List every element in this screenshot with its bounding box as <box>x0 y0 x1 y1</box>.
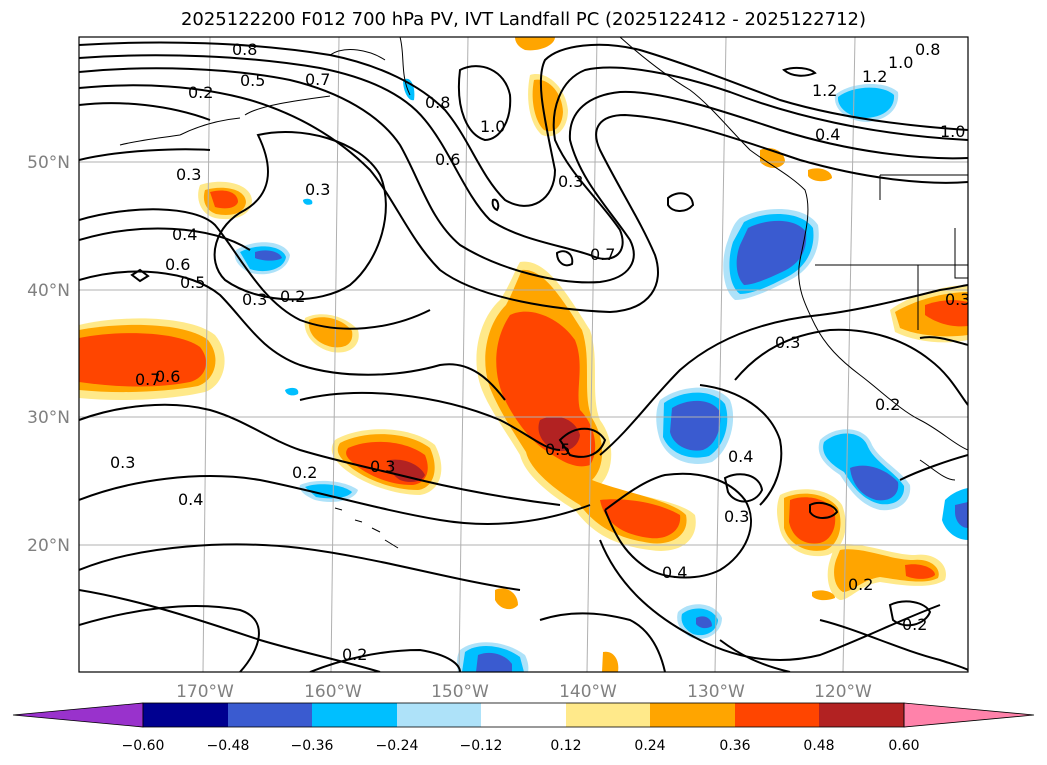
lon-label: 160°W <box>304 682 362 702</box>
colorbar-segment <box>143 703 228 727</box>
latitude-labels: 50°N 40°N 30°N 20°N <box>27 153 70 556</box>
colorbar-extend-min <box>12 702 144 728</box>
lat-label: 30°N <box>27 408 70 428</box>
contour-label: 0.3 <box>305 180 330 199</box>
contour-label: 0.6 <box>155 367 180 386</box>
colorbar-segment <box>650 703 735 727</box>
contour-label: 0.4 <box>178 490 203 509</box>
pv-contours <box>79 41 968 672</box>
lat-label: 20°N <box>27 536 70 556</box>
lon-label: 130°W <box>687 682 745 702</box>
contour-label: 0.6 <box>165 255 190 274</box>
pv-anomaly-shading <box>79 37 968 672</box>
contour-label: 0.5 <box>240 71 265 90</box>
contour-label: 0.3 <box>176 165 201 184</box>
map-frame <box>78 36 969 673</box>
contour-label: 0.2 <box>292 463 317 482</box>
lon-label: 170°W <box>176 682 234 702</box>
lon-label: 140°W <box>559 682 617 702</box>
contour-label: 0.4 <box>662 563 687 582</box>
colorbar-tick-label: 0.24 <box>634 738 665 754</box>
contour-label: 0.2 <box>875 395 900 414</box>
contour-label: 0.2 <box>848 575 873 594</box>
colorbar-tick-label: 0.12 <box>550 738 581 754</box>
contour-label: 0.2 <box>280 287 305 306</box>
colorbar-tick-label: −0.60 <box>122 738 165 754</box>
contour-label: 1.0 <box>480 117 505 136</box>
contour-label: 0.8 <box>425 93 450 112</box>
contour-label: 1.2 <box>862 67 887 86</box>
contour-label: 0.7 <box>135 370 160 389</box>
map-panel: 0.8 0.5 0.7 0.2 0.8 0.6 1.0 0.3 0.3 0.4 … <box>79 37 970 672</box>
colorbar: −0.60 −0.48 −0.36 −0.24 −0.12 0.12 0.24 … <box>12 702 1035 754</box>
contour-labels: 0.8 0.5 0.7 0.2 0.8 0.6 1.0 0.3 0.3 0.4 … <box>110 40 970 664</box>
colorbar-extend-max <box>903 702 1035 728</box>
colorbar-tick-label: 0.60 <box>888 738 919 754</box>
contour-label: 0.8 <box>232 40 257 59</box>
plot-title: 2025122200 F012 700 hPa PV, IVT Landfall… <box>180 9 867 30</box>
colorbar-segment <box>819 703 904 727</box>
colorbar-tick-label: 0.36 <box>719 738 750 754</box>
contour-label: 0.7 <box>590 245 615 264</box>
contour-label: 0.3 <box>242 290 267 309</box>
colorbar-segment <box>228 703 312 727</box>
lat-label: 40°N <box>27 281 70 301</box>
colorbar-tick-label: −0.36 <box>291 738 334 754</box>
contour-label: 0.3 <box>724 507 749 526</box>
contour-label: 0.4 <box>815 125 840 144</box>
lon-label: 150°W <box>431 682 489 702</box>
contour-label: 0.3 <box>370 457 395 476</box>
contour-label: 0.3 <box>775 333 800 352</box>
contour-label: 0.2 <box>342 645 367 664</box>
colorbar-segment <box>397 703 481 727</box>
contour-label: 0.2 <box>188 83 213 102</box>
contour-label: 0.6 <box>435 150 460 169</box>
contour-label: 0.8 <box>915 40 940 59</box>
colorbar-tick-label: 0.48 <box>803 738 834 754</box>
contour-label: 0.4 <box>728 447 753 466</box>
colorbar-segment <box>312 703 397 727</box>
contour-label: 1.2 <box>812 81 837 100</box>
contour-label: 0.3 <box>945 290 970 309</box>
lat-label: 50°N <box>27 153 70 173</box>
contour-label: 0.5 <box>545 440 570 459</box>
lon-label: 120°W <box>814 682 872 702</box>
contour-label: 0.3 <box>110 453 135 472</box>
colorbar-tick-label: −0.24 <box>376 738 419 754</box>
colorbar-segment <box>735 703 819 727</box>
contour-label: 0.3 <box>558 172 583 191</box>
colorbar-segment <box>481 703 566 727</box>
contour-label: 0.7 <box>305 70 330 89</box>
colorbar-segment <box>566 703 650 727</box>
contour-label: 0.5 <box>180 273 205 292</box>
longitude-labels: 170°W 160°W 150°W 140°W 130°W 120°W <box>176 682 872 702</box>
contour-label: 0.4 <box>172 225 197 244</box>
contour-label: 0.2 <box>902 615 927 634</box>
colorbar-tick-label: −0.48 <box>207 738 250 754</box>
contour-label: 1.0 <box>888 53 913 72</box>
colorbar-tick-label: −0.12 <box>460 738 503 754</box>
coastlines <box>119 37 968 549</box>
contour-label: 1.0 <box>940 122 965 141</box>
